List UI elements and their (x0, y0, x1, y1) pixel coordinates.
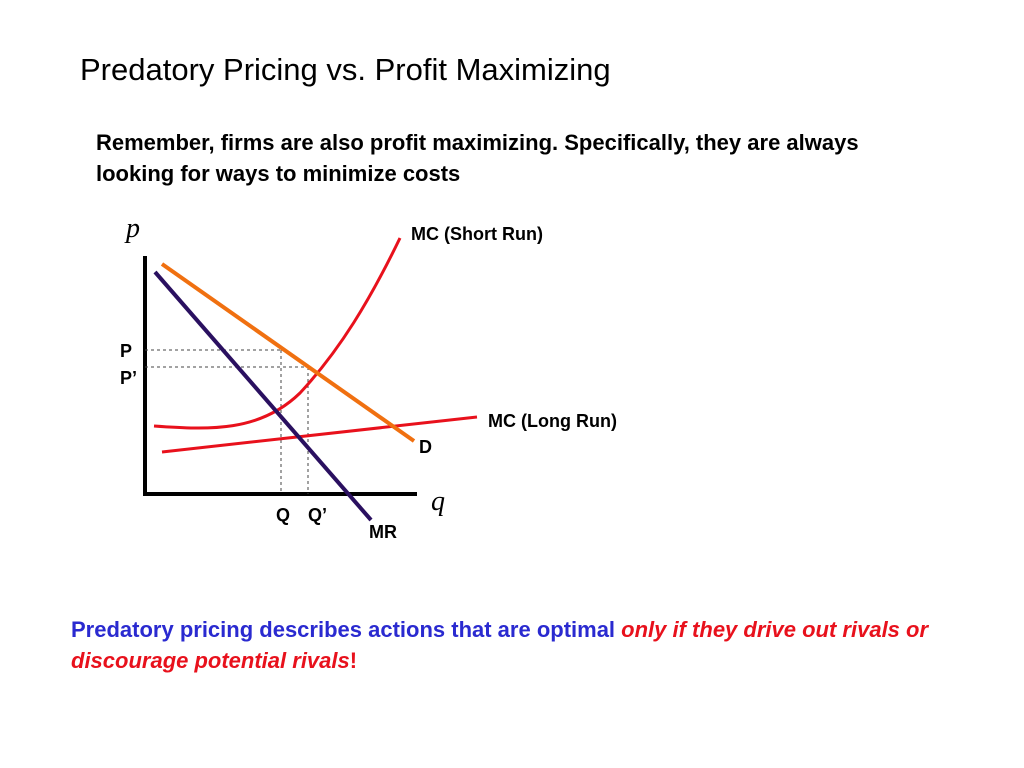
mr-label: MR (369, 522, 397, 542)
x-axis-label: q (431, 486, 445, 517)
mc-long-run-curve (161, 415, 478, 454)
demand-label: D (419, 437, 432, 457)
footer-emphasis-text: only if they drive out rivals or discour… (71, 617, 929, 673)
footer-text: Predatory pricing describes actions that… (71, 614, 971, 676)
y-axis-label: p (124, 213, 140, 244)
quantity-q-label: Q (276, 505, 290, 525)
footer-normal-text: Predatory pricing describes actions that… (71, 617, 622, 642)
demand-curve (160, 262, 416, 443)
slide-title: Predatory Pricing vs. Profit Maximizing (80, 52, 611, 87)
footer-exclamation: ! (349, 648, 358, 673)
mr-curve (153, 270, 373, 522)
mc-long-run-label: MC (Long Run) (488, 411, 617, 431)
quantity-q-prime-label: Q’ (308, 505, 327, 525)
intro-text: Remember, firms are also profit maximizi… (96, 130, 859, 186)
price-p-prime-label: P’ (120, 368, 137, 388)
price-p-label: P (120, 341, 132, 361)
mc-short-run-label: MC (Short Run) (411, 224, 543, 244)
mc-short-run-curve (153, 237, 402, 430)
